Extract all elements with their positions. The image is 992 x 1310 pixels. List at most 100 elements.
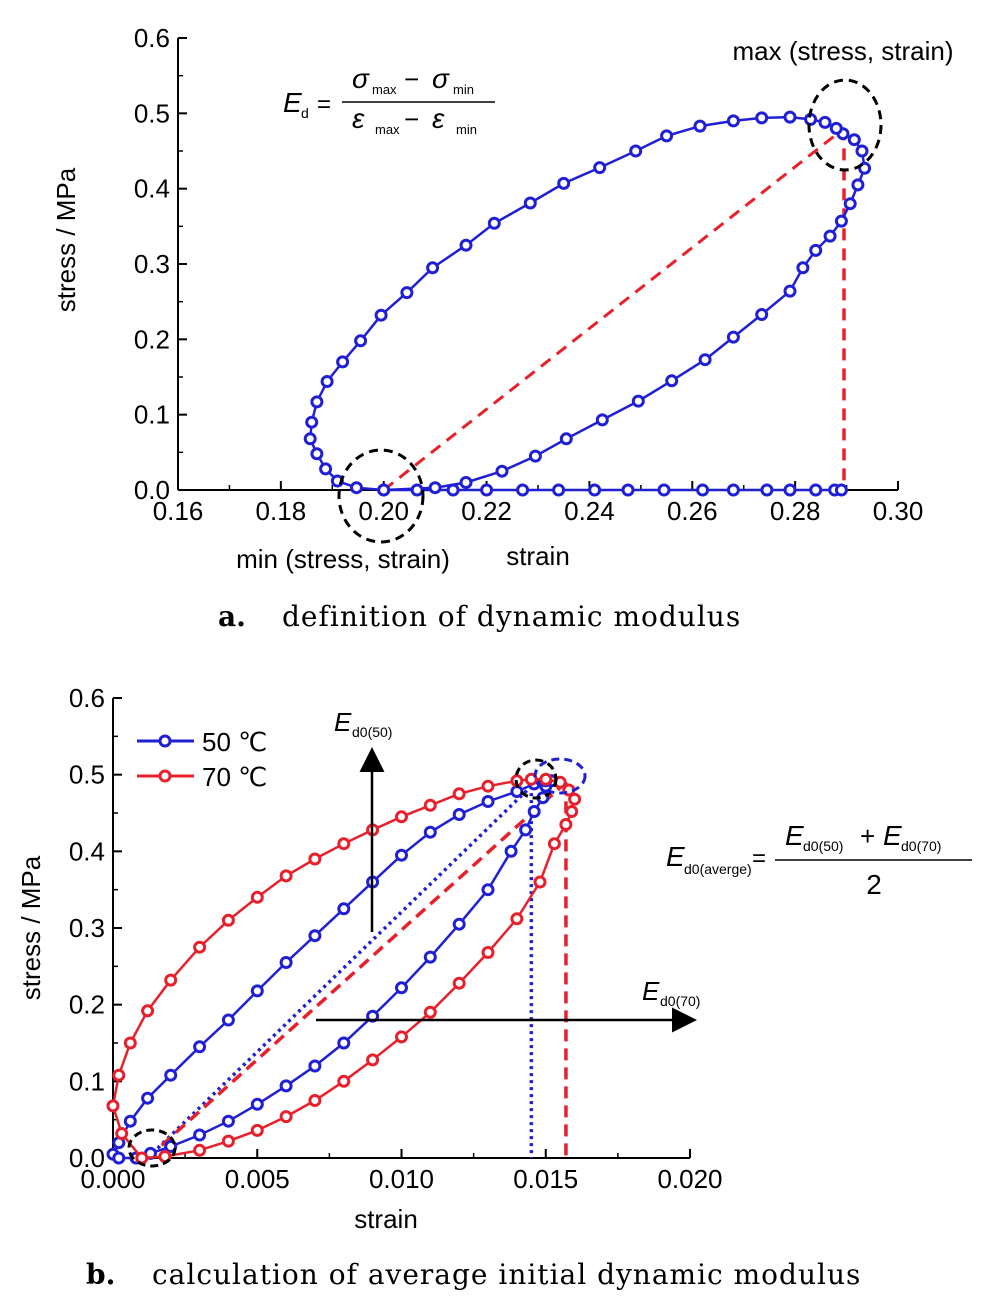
data-point: [559, 818, 573, 831]
data-point: [308, 1094, 322, 1107]
data-point: [527, 805, 541, 818]
data-point: [400, 286, 414, 300]
y-tick-label: 0.6: [134, 23, 170, 53]
data-point: [657, 483, 671, 497]
data-point: [303, 432, 317, 446]
data-point: [410, 483, 424, 497]
panel-a-caption-text: definition of dynamic modulus: [282, 600, 741, 633]
data-point: [565, 805, 579, 818]
arrow-right-label: E: [642, 976, 660, 1006]
arrow-up-label-sub: d0(50): [352, 724, 392, 740]
data-point: [366, 1053, 380, 1067]
b-max-highlight-circle-black: [514, 758, 558, 800]
data-point: [510, 912, 524, 926]
data-point: [621, 483, 635, 497]
data-point: [481, 795, 495, 808]
panel-a-ylabel: stress / MPa: [51, 167, 81, 312]
panel-a-series: [303, 110, 872, 497]
b-max-highlight-circle-blue: [533, 757, 587, 795]
data-point: [193, 1143, 207, 1157]
panel-a-axes: 0.16 0.18 0.20 0.22 0.24 0.26 0.28 0.30 0.0 0.1 0.…: [134, 23, 923, 526]
panel-b-xlabel: strain: [354, 1204, 418, 1234]
formula-a-num-a: σ: [352, 63, 370, 94]
data-point: [660, 129, 674, 143]
data-point: [221, 1134, 235, 1148]
panel-a-xlabel: strain: [506, 541, 570, 571]
data-point: [395, 981, 408, 995]
x-tick-label: 0.18: [256, 496, 307, 526]
x-tick-label: 0.30: [873, 496, 924, 526]
series-line: [308, 115, 866, 492]
y-tick-label: 0.0: [69, 1143, 105, 1173]
data-point: [123, 1036, 137, 1050]
data-point: [533, 875, 547, 889]
data-point: [698, 353, 712, 367]
data-point: [319, 462, 333, 476]
data-point: [855, 144, 869, 158]
formula-b-equals: =: [752, 845, 766, 872]
data-point: [588, 483, 602, 497]
data-point: [843, 197, 857, 211]
data-point: [495, 464, 509, 478]
data-point: [337, 1074, 351, 1088]
data-point: [487, 216, 501, 230]
data-point: [279, 956, 293, 969]
x-tick-label: 0.22: [461, 496, 512, 526]
data-point: [481, 883, 495, 897]
data-point: [395, 810, 408, 824]
data-point: [279, 1079, 293, 1093]
data-point: [783, 110, 797, 124]
data-point: [629, 144, 643, 158]
data-point: [423, 798, 437, 812]
panel-b-chart: 0.000 0.005 0.010 0.015 0.020 0.0 0.1 0.2 0.3 0.4…: [16, 683, 972, 1291]
data-point: [428, 481, 442, 495]
y-tick-label: 0.3: [69, 913, 105, 943]
data-point: [337, 902, 351, 916]
data-point: [783, 284, 797, 298]
data-point: [726, 483, 740, 497]
arrow-up-label: E: [334, 707, 352, 737]
formula-b-num-b-sub: d0(70): [901, 838, 941, 854]
formula-b-lhs-sub: d0(averge): [684, 861, 752, 877]
formula-b-num-a: E: [785, 820, 804, 851]
data-point: [552, 483, 566, 497]
data-point: [823, 229, 837, 243]
formula-a-den-a: ε: [352, 103, 365, 134]
data-point: [193, 940, 207, 954]
data-point: [595, 413, 609, 427]
panel-a-caption-label: a.: [218, 600, 246, 633]
formula-a-num-b: σ: [432, 63, 450, 94]
data-point: [851, 178, 865, 192]
data-point: [480, 483, 494, 497]
data-point: [829, 121, 843, 135]
data-point: [336, 355, 350, 369]
formula-a-den-a-sub: max: [375, 122, 400, 137]
b-min-highlight-circle: [127, 1128, 177, 1168]
panel-b-axes: 0.000 0.005 0.010 0.015 0.020 0.0 0.1 0.2 0.3 0.4…: [69, 683, 723, 1194]
legend-50-label: 50 ℃: [202, 727, 267, 757]
data-point: [519, 823, 533, 837]
data-point: [459, 476, 473, 489]
x-tick-label: 0.24: [564, 496, 615, 526]
data-point: [279, 869, 293, 883]
formula-a-equals: =: [317, 91, 331, 118]
y-tick-label: 0.1: [69, 1066, 105, 1096]
panel-b-legend: 50 ℃ 70 ℃: [137, 727, 267, 792]
data-point: [395, 848, 408, 862]
secant-line: [146, 784, 533, 1160]
data-point: [141, 1091, 155, 1105]
y-tick-label: 0.5: [134, 98, 170, 128]
data-point: [164, 973, 178, 987]
x-tick-label: 0.26: [667, 496, 718, 526]
data-point: [423, 825, 437, 839]
formula-b-den: 2: [866, 869, 882, 900]
data-point: [726, 114, 740, 128]
legend-50-marker: [158, 734, 172, 748]
data-point: [193, 1128, 207, 1142]
formula-b-num-plus: +: [860, 821, 875, 851]
formula-a-lhs-sub: d: [301, 105, 309, 121]
data-point: [377, 483, 391, 497]
panel-b-caption-text: calculation of average initial dynamic m…: [152, 1258, 861, 1291]
y-tick-label: 0.0: [134, 475, 170, 505]
y-tick-label: 0.2: [134, 324, 170, 354]
